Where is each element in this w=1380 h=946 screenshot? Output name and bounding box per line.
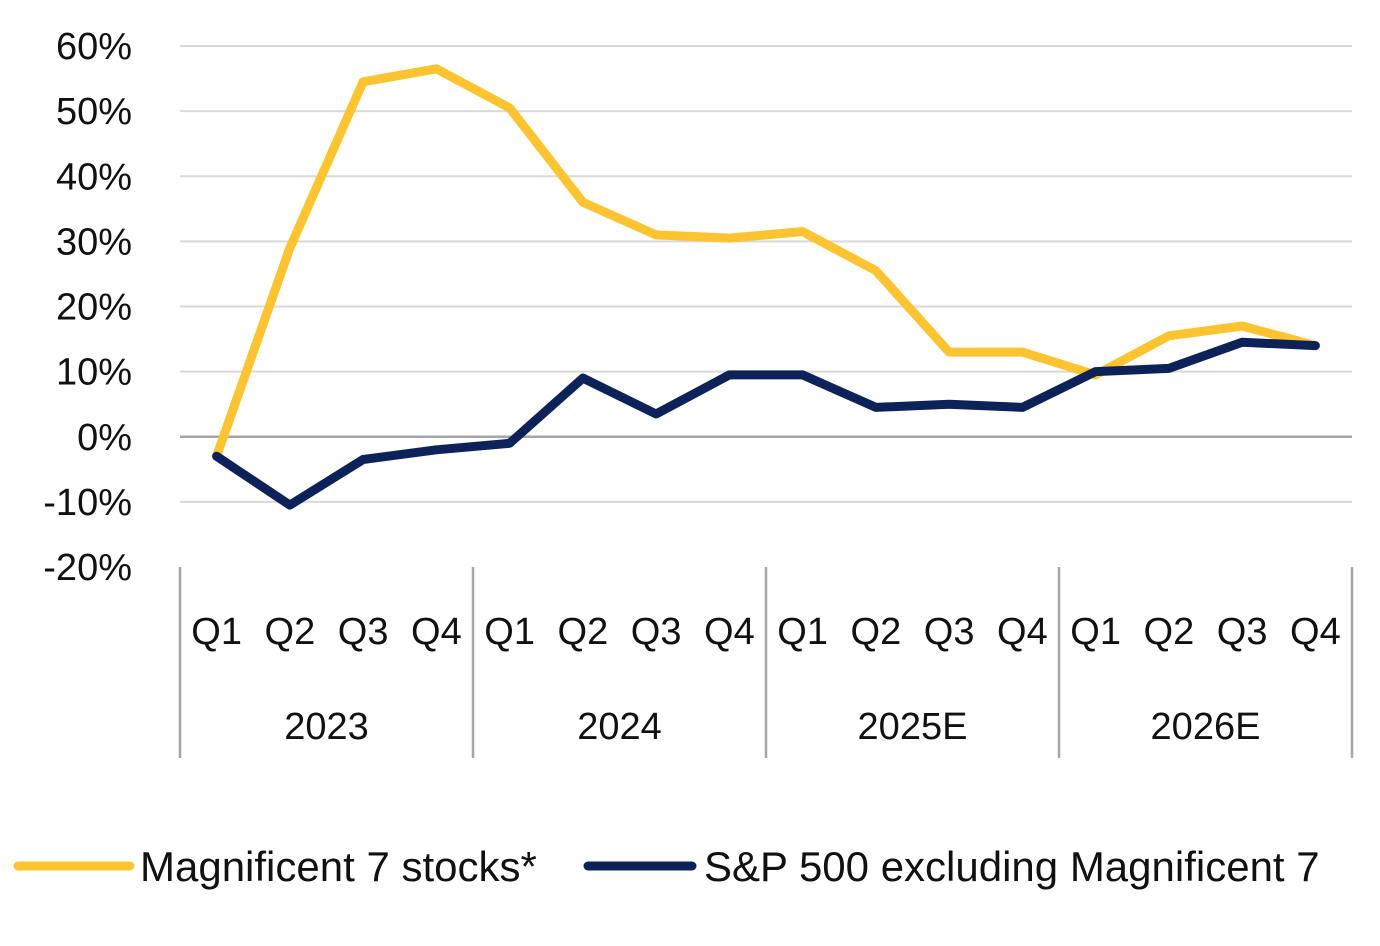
x-tick-label-quarter: Q1 (191, 611, 242, 653)
y-tick-label: 50% (56, 91, 132, 133)
x-tick-label-quarter: Q3 (924, 611, 975, 653)
y-tick-label: 20% (56, 287, 132, 329)
x-tick-label-year: 2025E (858, 706, 968, 748)
x-tick-label-quarter: Q3 (1217, 611, 1268, 653)
y-tick-label: 0% (77, 417, 132, 459)
x-tick-label-quarter: Q4 (704, 611, 755, 653)
y-tick-label: -10% (43, 482, 132, 524)
x-tick-label-quarter: Q1 (1070, 611, 1121, 653)
legend: Magnificent 7 stocks* S&P 500 excluding M… (13, 843, 1320, 890)
x-axis: Q1 Q2 Q3 Q4 Q1 Q2 Q3 Q4 Q1 Q2 Q3 Q4 Q1 Q2 Q3 Q4 2023 2024… (178, 567, 1354, 758)
x-tick-label-year: 2024 (577, 706, 662, 748)
x-tick-label-quarter: Q4 (1290, 611, 1341, 653)
x-tick-label-year: 2023 (284, 706, 369, 748)
y-tick-label: 10% (56, 352, 132, 394)
x-tick-label-quarter: Q4 (411, 611, 462, 653)
gridlines (180, 45, 1352, 503)
y-tick-label: -20% (43, 547, 132, 589)
series-lines (212, 64, 1320, 510)
x-tick-label-quarter: Q4 (997, 611, 1048, 653)
x-tick-label-quarter: Q1 (777, 611, 828, 653)
legend-label: S&P 500 excluding Magnificent 7 (704, 843, 1320, 890)
legend-label: Magnificent 7 stocks* (140, 843, 537, 890)
x-tick-label-quarter: Q1 (484, 611, 535, 653)
x-tick-label-quarter: Q2 (558, 611, 609, 653)
x-tick-label-quarter: Q3 (631, 611, 682, 653)
x-tick-label-quarter: Q3 (338, 611, 389, 653)
series-line-sp500-ex-mag7 (212, 337, 1320, 510)
y-tick-label: 60% (56, 26, 132, 68)
series-line-magnificent-7 (212, 64, 1320, 461)
y-tick-label: 40% (56, 156, 132, 198)
x-tick-label-quarter: Q2 (265, 611, 316, 653)
x-tick-label-quarter: Q2 (851, 611, 902, 653)
y-tick-label: 30% (56, 221, 132, 263)
x-tick-label-year: 2026E (1151, 706, 1261, 748)
y-axis-tick-labels: -20% -10% 0% 10% 20% 30% 40% 50% 60% (43, 26, 132, 589)
x-tick-label-quarter: Q2 (1144, 611, 1195, 653)
